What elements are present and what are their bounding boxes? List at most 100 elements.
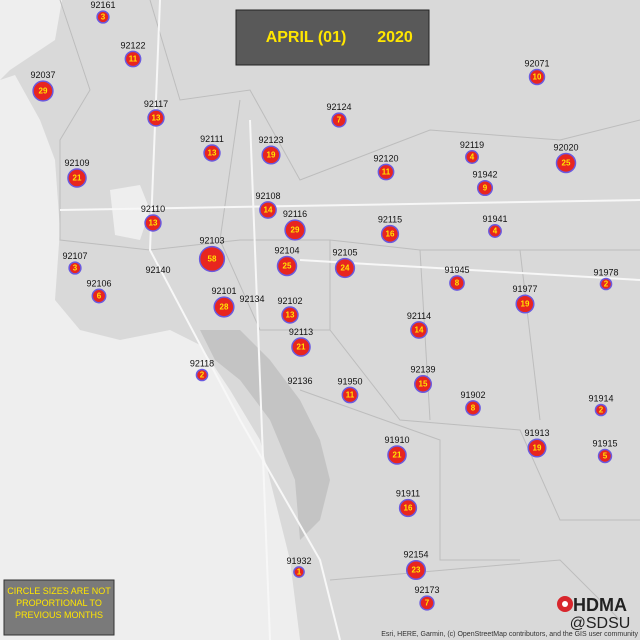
case-count: 4: [470, 153, 475, 162]
case-circle: [331, 112, 347, 128]
title-year: 2020: [377, 29, 413, 46]
zip-label: 92115: [378, 215, 402, 225]
case-circle: [398, 498, 418, 518]
case-count: 7: [337, 116, 342, 125]
case-circle: [68, 261, 82, 275]
case-count: 58: [208, 255, 217, 264]
case-count: 16: [386, 230, 395, 239]
zip-label: 91977: [512, 284, 537, 294]
zip-label: 92139: [410, 365, 435, 375]
case-circle: [476, 179, 494, 197]
case-circle: [91, 288, 107, 304]
case-circle: [449, 275, 465, 291]
case-count: 16: [404, 504, 413, 513]
case-circle: [380, 224, 400, 244]
case-circle: [515, 294, 535, 314]
zip-label: 92136: [287, 376, 312, 386]
case-circle: [599, 277, 613, 291]
case-circle: [96, 10, 110, 24]
case-circle: [419, 595, 435, 611]
case-circle: [527, 438, 547, 458]
zip-label: 91902: [460, 390, 485, 400]
case-count: 28: [220, 303, 229, 312]
zip-label: 92122: [120, 40, 145, 50]
case-circle: [291, 337, 311, 357]
logo-org: @SDSU: [570, 615, 631, 632]
case-circle: [377, 163, 395, 181]
case-count: 21: [393, 451, 402, 460]
case-circle: [594, 403, 608, 417]
case-circle: [284, 219, 306, 241]
title-month: APRIL (01): [266, 29, 347, 46]
note-box: [3, 579, 115, 636]
case-count: 19: [521, 300, 530, 309]
markers: 9216139212211920372992117139212479211113…: [30, 0, 619, 611]
note-wrap: CIRCLE SIZES ARE NOT PROPORTIONAL TO PRE…: [7, 586, 111, 620]
case-circle: [144, 214, 162, 232]
mission-bay: [110, 185, 150, 240]
case-count: 24: [341, 264, 350, 273]
case-count: 2: [604, 280, 609, 289]
zip-label: 92124: [326, 102, 351, 112]
zip-label: 92117: [144, 99, 168, 109]
case-circle: [203, 144, 221, 162]
case-circle: [213, 296, 235, 318]
case-count: 5: [603, 452, 608, 461]
title-box: [235, 9, 430, 66]
case-count: 13: [149, 219, 158, 228]
case-circle: [124, 50, 142, 68]
case-count: 11: [382, 168, 391, 177]
case-circle: [405, 559, 427, 581]
case-count: 21: [297, 343, 306, 352]
zip-label: 92103: [199, 236, 224, 246]
zip-label: 92102: [277, 296, 302, 306]
zip-label: 92123: [258, 135, 283, 145]
case-count: 4: [493, 227, 498, 236]
case-count: 13: [152, 114, 161, 123]
case-count: 13: [286, 311, 295, 320]
case-circle: [293, 566, 305, 578]
bay: [200, 330, 330, 540]
zip-label: 92106: [86, 278, 111, 288]
case-count: 8: [455, 279, 460, 288]
zip-label: 92101: [211, 286, 236, 296]
ocean: [0, 0, 300, 640]
zip-label: 91910: [384, 435, 409, 445]
zip-label: 92109: [64, 158, 89, 168]
zip-label: 91945: [444, 265, 469, 275]
zip-label: 92140: [145, 265, 170, 275]
case-count: 13: [208, 149, 217, 158]
case-count: 29: [291, 226, 300, 235]
attribution: Esri, HERE, Garmin, (c) OpenStreetMap co…: [381, 631, 638, 638]
case-circle: [198, 245, 226, 273]
case-circle: [597, 448, 613, 464]
case-count: 25: [562, 159, 571, 168]
zip-label: 92113: [289, 327, 313, 337]
case-count: 2: [599, 406, 604, 415]
case-count: 25: [283, 262, 292, 271]
zip-label: 92173: [414, 585, 439, 595]
zip-label: 91911: [396, 489, 420, 499]
case-circle: [413, 374, 433, 394]
case-count: 10: [533, 73, 542, 82]
case-circle: [387, 445, 407, 465]
logo-pin-hole: [562, 601, 568, 607]
zip-label: 92107: [62, 251, 87, 261]
case-circle: [67, 168, 87, 188]
note: CIRCLE SIZES ARE NOT PROPORTIONAL TO PRE…: [7, 586, 111, 620]
zip-label: 92120: [373, 153, 398, 163]
case-circle: [147, 109, 165, 127]
zip-label: 92110: [141, 204, 165, 214]
case-circle: [465, 400, 481, 416]
case-count: 14: [264, 206, 273, 215]
case-count: 7: [425, 599, 430, 608]
zip-label: 92020: [553, 143, 578, 153]
case-circle: [555, 152, 577, 174]
case-count: 9: [483, 184, 488, 193]
case-count: 3: [73, 264, 78, 273]
case-circle: [276, 255, 298, 277]
case-circle: [341, 386, 359, 404]
case-circle: [410, 321, 428, 339]
